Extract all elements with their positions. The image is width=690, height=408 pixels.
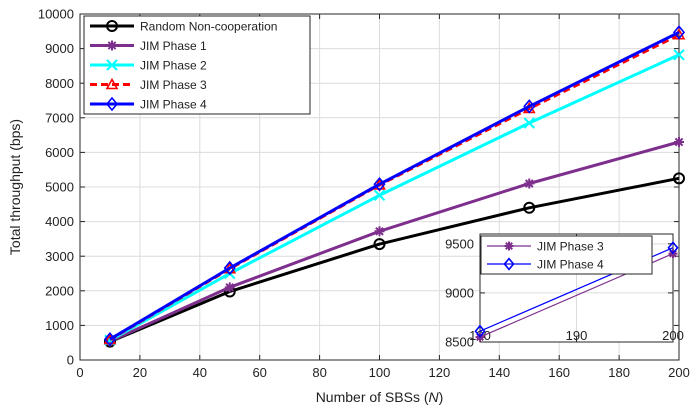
x-tick-label: 60 (252, 365, 266, 380)
data-point-jim-phase-4 (672, 25, 686, 40)
x-tick-label: 180 (608, 365, 630, 380)
data-point-jim-phase-2 (673, 49, 685, 61)
series-random-non-cooperation (103, 172, 685, 348)
y-tick-label: 5000 (45, 180, 74, 195)
x-tick-label: 200 (662, 328, 684, 343)
legend-item-jim-phase-3: JIM Phase 3 (90, 78, 207, 92)
legend-label-jim-phase-3: JIM Phase 3 (140, 78, 207, 92)
x-axis-label-variable: N (429, 389, 440, 405)
legend-marker-jim-phase-1 (107, 40, 117, 51)
data-point-jim-phase-2 (523, 117, 535, 129)
x-tick-label: 80 (312, 365, 326, 380)
legend-marker-jim-phase-3 (105, 77, 119, 90)
series-line-jim-phase-4 (109, 30, 680, 341)
x-tick-label: 0 (76, 365, 83, 380)
legend-label-jim-phase-3: JIM Phase 3 (537, 239, 604, 253)
x-tick-label: 200 (668, 365, 690, 380)
y-tick-label: 8000 (45, 76, 74, 91)
data-point-jim-phase-4 (103, 331, 116, 347)
y-tick-label: 9000 (45, 41, 74, 56)
y-tick-label: 10000 (38, 7, 74, 22)
main-series (103, 25, 686, 348)
data-point-jim-phase-4 (373, 176, 386, 192)
data-point-jim-phase-2 (373, 189, 386, 202)
data-point-jim-phase-4 (223, 260, 236, 276)
legend-label-jim-phase-4: JIM Phase 4 (537, 257, 604, 271)
legend-item-jim-phase-1: JIM Phase 1 (90, 39, 207, 53)
legend-item-random-non-cooperation: Random Non-cooperation (90, 19, 277, 33)
data-point-jim-phase-4 (523, 99, 536, 114)
x-tick-label: 40 (193, 365, 207, 380)
y-tick-label: 9000 (445, 285, 474, 300)
x-axis-label: Number of SBSs (N) (316, 389, 444, 405)
data-point-jim-phase-1 (524, 178, 535, 189)
data-point-jim-phase-1 (374, 226, 385, 237)
y-tick-label: 0 (67, 353, 74, 368)
y-axis-label: Total throughput (bps) (7, 119, 23, 255)
y-tick-label: 6000 (45, 145, 74, 160)
legend-item-jim-phase-3: JIM Phase 3 (487, 239, 604, 253)
y-tick-label: 9500 (445, 236, 474, 251)
data-point-jim-phase-4 (474, 324, 486, 338)
data-point-jim-phase-1 (674, 137, 684, 148)
legend-label-jim-phase-4: JIM Phase 4 (140, 97, 207, 111)
data-point-random-non-cooperation (373, 238, 386, 251)
legend-item-jim-phase-4: JIM Phase 4 (487, 257, 604, 271)
x-axis-label-text: Number of SBSs ( (316, 389, 429, 405)
legend-label-jim-phase-1: JIM Phase 1 (140, 39, 207, 53)
y-tick-label: 7000 (45, 110, 74, 125)
legend-marker-random-non-cooperation (106, 20, 118, 32)
x-tick-label: 100 (369, 365, 391, 380)
legend-marker-jim-phase-4 (503, 257, 515, 271)
data-point-jim-phase-4 (667, 241, 679, 255)
x-tick-label: 20 (133, 365, 147, 380)
main-legend: Random Non-cooperation JIM Phase 1 JIM Pha… (83, 15, 311, 115)
y-tick-label: 4000 (45, 214, 74, 229)
legend-item-jim-phase-2: JIM Phase 2 (90, 58, 207, 72)
x-tick-label: 190 (566, 328, 588, 343)
x-axis-label-end: ) (439, 389, 444, 405)
y-tick-label: 8500 (445, 335, 474, 350)
y-tick-label: 3000 (45, 249, 74, 264)
legend-label-random-non-cooperation: Random Non-cooperation (140, 19, 277, 33)
series-jim-phase-4 (103, 25, 686, 347)
main-legend-items: Random Non-cooperation JIM Phase 1 JIM Pha… (90, 19, 277, 111)
data-point-random-non-cooperation (673, 172, 685, 185)
x-tick-label: 120 (429, 365, 451, 380)
data-point-jim-phase-1 (224, 282, 235, 293)
legend-item-jim-phase-4: JIM Phase 4 (90, 96, 207, 112)
inset-legend-items: JIM Phase 3 JIM Phase 4 (487, 239, 604, 271)
data-point-random-non-cooperation (523, 201, 536, 214)
legend-marker-jim-phase-4 (105, 96, 119, 112)
series-line-random-non-cooperation (109, 176, 680, 344)
x-tick-label: 140 (488, 365, 510, 380)
main-tick-labels: 0 20 40 60 80 100 120 140 160 180 2000100020003000… (38, 7, 690, 380)
legend-label-jim-phase-2: JIM Phase 2 (140, 58, 207, 72)
y-tick-label: 2000 (45, 283, 74, 298)
x-tick-label: 160 (548, 365, 570, 380)
y-tick-label: 1000 (45, 318, 74, 333)
legend-marker-jim-phase-3 (504, 241, 514, 251)
inset-legend: JIM Phase 3 JIM Phase 4 (480, 235, 653, 275)
legend-marker-jim-phase-2 (106, 59, 118, 71)
